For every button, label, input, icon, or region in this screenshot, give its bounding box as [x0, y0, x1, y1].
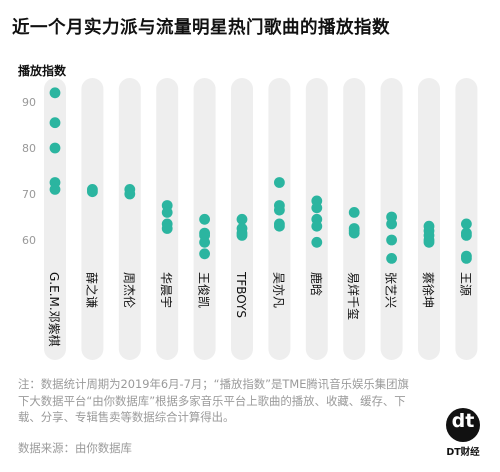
- category-band: [118, 78, 141, 360]
- x-tick-label: 吴亦凡: [271, 272, 286, 308]
- data-point: [49, 184, 61, 195]
- y-tick-label: 90: [22, 96, 36, 109]
- data-point: [386, 234, 397, 246]
- y-tick-label: 70: [22, 188, 36, 201]
- category-band: [44, 78, 66, 360]
- logo-mark: dt: [451, 410, 475, 432]
- data-point: [49, 142, 61, 154]
- data-point: [423, 236, 435, 248]
- y-tick-label: 80: [22, 142, 36, 155]
- data-point: [461, 230, 472, 241]
- data-point: [311, 202, 323, 214]
- x-tick-label: 王源: [458, 272, 472, 296]
- data-point: [236, 230, 248, 241]
- logo-circle: [446, 408, 480, 442]
- category-band: [81, 78, 104, 360]
- data-point: [161, 223, 173, 234]
- x-tick-label: 华晨宇: [159, 272, 173, 308]
- category-band: [343, 78, 366, 360]
- y-tick-label: 60: [22, 234, 36, 247]
- x-tick-label: 王俊凯: [197, 272, 212, 308]
- data-point: [386, 253, 397, 264]
- data-point: [386, 218, 397, 230]
- x-tick-label: 蔡徐坤: [421, 272, 436, 308]
- x-tick-label: 鹿晗: [309, 272, 324, 296]
- dt-finance-logo: dt DT财经: [440, 408, 486, 458]
- data-point: [87, 186, 98, 198]
- x-tick-label: G.E.M.邓紫棋: [47, 272, 61, 347]
- data-point: [199, 248, 211, 260]
- y-axis-label: 播放指数: [18, 64, 67, 78]
- data-point: [161, 207, 173, 218]
- x-tick-label: 薛之谦: [84, 272, 98, 308]
- data-point: [311, 220, 323, 232]
- chart-title: 近一个月实力派与流量明星热门歌曲的播放指数: [12, 18, 390, 38]
- data-point: [236, 213, 248, 225]
- data-point: [461, 218, 472, 230]
- data-point: [274, 204, 285, 216]
- x-tick-label: 易烊千玺: [346, 272, 360, 320]
- data-point: [461, 253, 472, 264]
- data-point: [274, 177, 285, 188]
- data-point: [124, 188, 136, 200]
- data-point: [49, 117, 61, 129]
- data-point: [311, 236, 323, 248]
- x-tick-label: TFBOYS: [234, 271, 248, 318]
- category-band: [418, 78, 440, 360]
- logo-text: DT财经: [446, 447, 480, 458]
- data-point: [199, 213, 211, 225]
- x-tick-label: 周杰伦: [122, 272, 137, 308]
- data-point: [348, 207, 360, 218]
- data-point: [348, 227, 360, 239]
- data-point: [274, 220, 285, 232]
- data-point: [49, 87, 61, 99]
- data-source: 数据来源：由你数据库: [18, 441, 132, 455]
- footnote: 注：数据统计周期为2019年6月-7月；“播放指数”是TME腾讯音乐娱乐集团旗下…: [18, 377, 409, 424]
- data-point: [199, 236, 211, 248]
- x-tick-label: 张艺兴: [384, 272, 398, 308]
